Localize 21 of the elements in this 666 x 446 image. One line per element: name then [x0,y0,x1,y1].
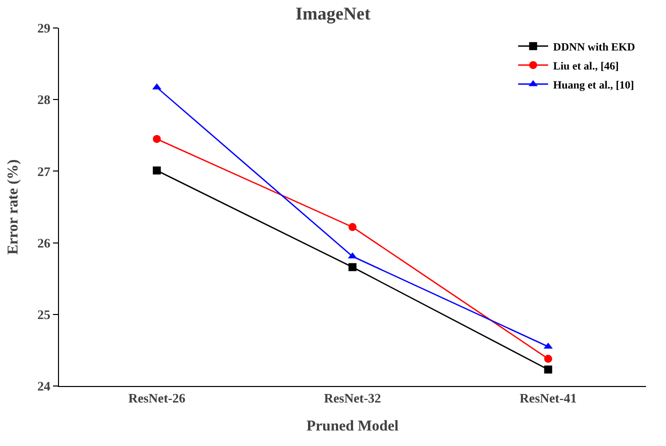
point [544,366,552,374]
point [348,223,356,232]
y-tick-label: 24 [37,378,51,394]
chart-title: ImageNet [296,3,370,24]
y-tick-label: 28 [37,92,51,108]
y-tick-label: 25 [37,306,51,322]
x-tick-label: ResNet-32 [324,390,382,406]
legend-label: Liu et al., [46] [553,60,619,72]
point [348,263,356,272]
x-tick-label: ResNet-26 [128,390,186,406]
y-axis-title: Error rate (%) [6,159,22,255]
legend-label: DDNN with EKD [553,41,636,54]
point [152,134,161,143]
x-tick-label: ResNet-41 [520,390,577,406]
x-axis-title: Pruned Model [306,418,399,435]
y-tick-label: 27 [37,164,51,179]
legend-label: Huang et al., [10] [553,79,634,92]
point [544,354,552,363]
y-tick-label: 26 [37,235,51,250]
y-tick-label: 29 [37,20,51,36]
point [152,166,161,174]
